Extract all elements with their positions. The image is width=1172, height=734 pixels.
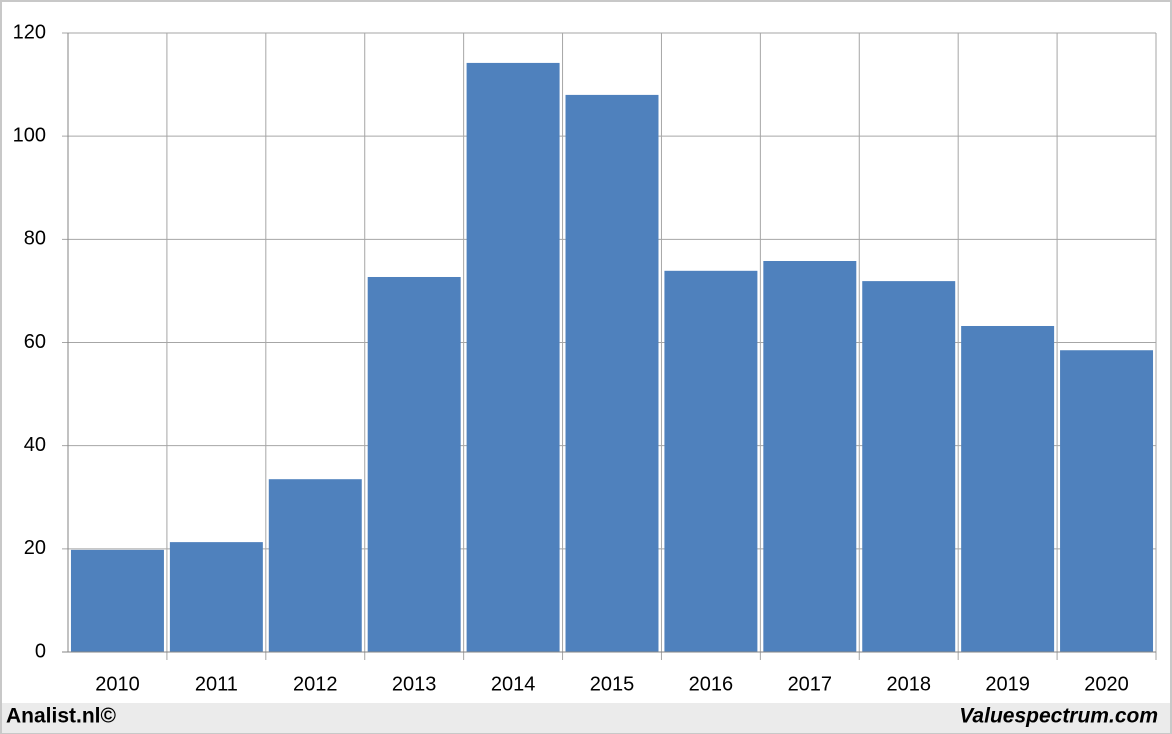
y-tick-label: 60 [24,331,46,353]
bar [961,325,1055,652]
x-tick-label: 2015 [590,673,635,695]
footer-left: Analist.nl© [6,705,117,728]
x-tick-label: 2019 [985,673,1030,695]
x-tick-label: 2012 [293,673,338,695]
bar [664,270,758,652]
x-tick-label: 2014 [491,673,536,695]
bar [862,281,956,652]
bar [466,62,560,652]
x-tick-label: 2016 [689,673,734,695]
x-tick-label: 2017 [788,673,833,695]
x-tick-label: 2018 [886,673,931,695]
bar [1060,350,1154,652]
y-tick-label: 20 [24,537,46,559]
bar [763,260,857,652]
y-tick-label: 0 [35,640,46,662]
bar [268,479,362,652]
bar [367,276,461,652]
x-tick-label: 2011 [195,673,238,695]
footer-band [2,703,1170,733]
x-tick-label: 2020 [1084,673,1129,695]
y-tick-label: 120 [13,21,46,43]
y-tick-label: 100 [13,124,46,146]
bar [565,94,659,652]
x-tick-label: 2013 [392,673,437,695]
y-tick-label: 80 [24,228,46,250]
bar [169,542,263,652]
y-tick-label: 40 [24,434,46,456]
footer-right: Valuespectrum.com [959,705,1158,728]
x-tick-label: 2010 [95,673,140,695]
bar [70,549,164,652]
